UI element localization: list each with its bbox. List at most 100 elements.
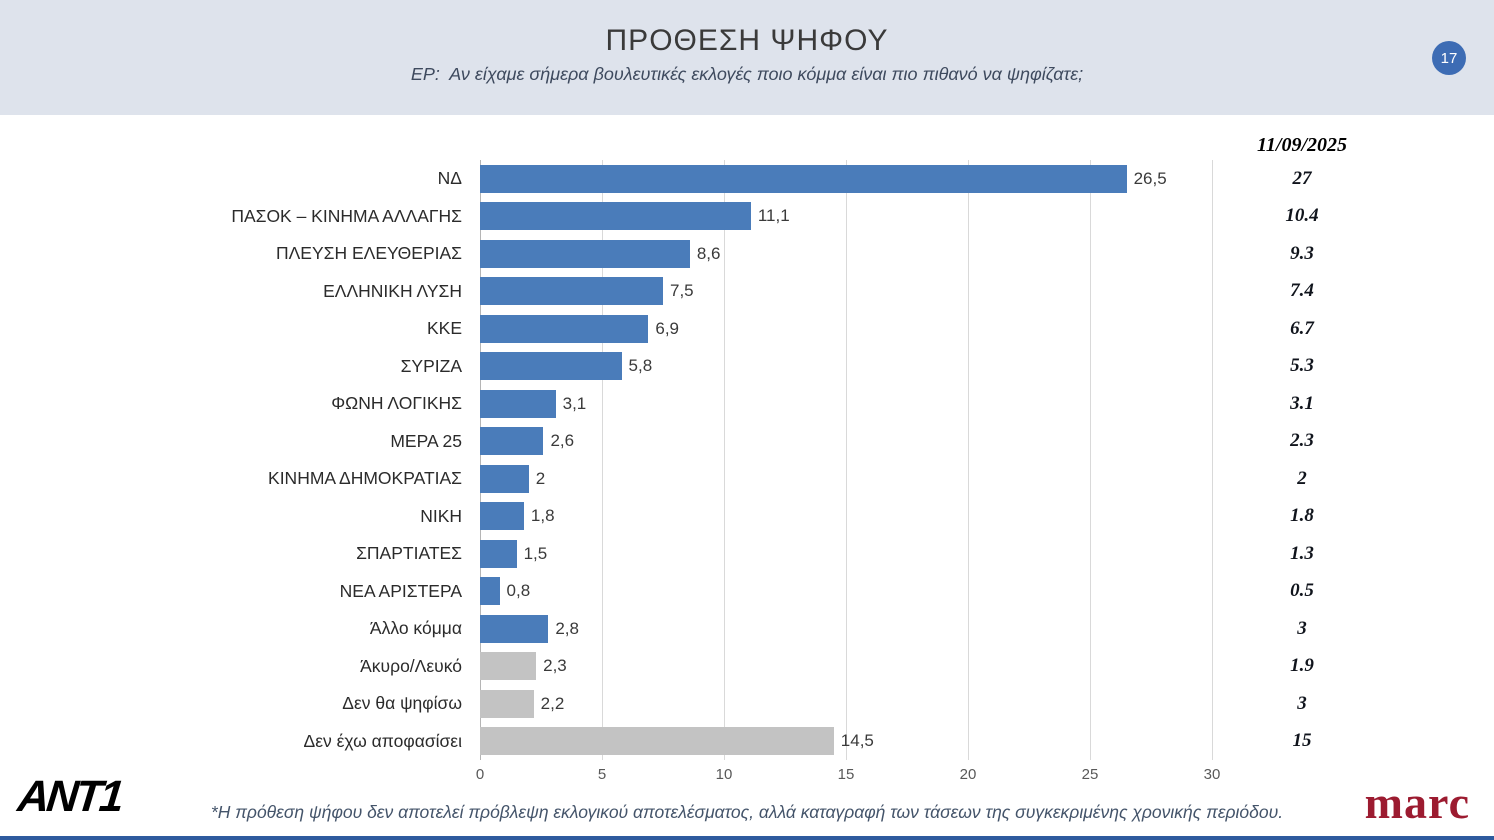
bar-track: 5,8 (480, 348, 1212, 386)
previous-value: 1.8 (1290, 505, 1314, 527)
bar-track: 1,8 (480, 498, 1212, 536)
previous-value: 2.3 (1290, 430, 1314, 452)
bar-track: 6,9 (480, 310, 1212, 348)
gridline (1212, 160, 1213, 760)
category-label: Δεν θα ψηφίσω (342, 693, 462, 714)
category-label: ΣΥΡΙΖΑ (400, 355, 462, 376)
x-tick-label: 20 (959, 766, 977, 783)
bar-track: 14,5 (480, 723, 1212, 761)
previous-value: 15 (1292, 730, 1312, 752)
bottom-accent-line (0, 836, 1494, 840)
previous-value: 1.9 (1290, 655, 1314, 677)
bar (480, 727, 834, 756)
chart-row: ΚΚΕ 6,9 6.7 (0, 310, 1494, 348)
previous-value: 10.4 (1285, 205, 1319, 227)
category-label: ΣΠΑΡΤΙΑΤΕΣ (356, 543, 462, 564)
chart-row: Δεν έχω αποφασίσει 14,5 15 (0, 723, 1494, 761)
bar-value-label: 1,8 (530, 506, 555, 526)
bar-track: 7,5 (480, 273, 1212, 311)
x-tick-label: 10 (715, 766, 733, 783)
bar-value-label: 2 (535, 468, 546, 488)
chart-row: ΜΕΡΑ 25 2,6 2.3 (0, 423, 1494, 461)
chart-row: ΝΕΑ ΑΡΙΣΤΕΡΑ 0,8 0.5 (0, 573, 1494, 611)
bar-value-label: 11,1 (757, 206, 790, 226)
bar-track: 26,5 (480, 160, 1212, 198)
chart-row: ΝΔ 26,5 27 (0, 160, 1494, 198)
chart-row: Δεν θα ψηφίσω 2,2 3 (0, 685, 1494, 723)
bar-track: 2,2 (480, 685, 1212, 723)
bar (480, 614, 549, 643)
gridline (480, 160, 481, 760)
bar (480, 202, 751, 231)
chart-row: ΚΙΝΗΜΑ ΔΗΜΟΚΡΑΤΙΑΣ 2 2 (0, 460, 1494, 498)
previous-value: 6.7 (1290, 317, 1314, 339)
bar (480, 314, 649, 343)
x-tick-label: 25 (1081, 766, 1099, 783)
gridline (968, 160, 969, 760)
category-label: ΝΙΚΗ (420, 505, 462, 526)
bar (480, 427, 544, 456)
chart-row: Άκυρο/Λευκό 2,3 1.9 (0, 648, 1494, 686)
bar-value-label: 8,6 (696, 243, 721, 263)
category-label: ΜΕΡΑ 25 (390, 430, 462, 451)
bar-track: 1,5 (480, 535, 1212, 573)
bar (480, 539, 517, 568)
bar-value-label: 5,8 (628, 356, 653, 376)
chart-row: ΠΑΣΟΚ – ΚΙΝΗΜΑ ΑΛΛΑΓΗΣ 11,1 10.4 (0, 198, 1494, 236)
category-label: ΚΙΝΗΜΑ ΔΗΜΟΚΡΑΤΙΑΣ (268, 468, 462, 489)
previous-value: 2 (1297, 467, 1307, 489)
bar-value-label: 26,5 (1133, 168, 1167, 188)
bar-track: 2,6 (480, 423, 1212, 461)
marc-logo: marc (1364, 777, 1470, 828)
chart-row: ΕΛΛΗΝΙΚΗ ΛΥΣΗ 7,5 7.4 (0, 273, 1494, 311)
chart-row: ΠΛΕΥΣΗ ΕΛΕΥΘΕΡΙΑΣ 8,6 9.3 (0, 235, 1494, 273)
header-band: ΠΡΟΘΕΣΗ ΨΗΦΟΥ ΕΡ: Αν είχαμε σήμερα βουλε… (0, 0, 1494, 115)
bar (480, 502, 524, 531)
bar-track: 0,8 (480, 573, 1212, 611)
previous-value: 3 (1297, 617, 1307, 639)
bar-value-label: 3,1 (562, 393, 587, 413)
x-tick-label: 15 (837, 766, 855, 783)
category-label: ΠΑΣΟΚ – ΚΙΝΗΜΑ ΑΛΛΑΓΗΣ (231, 205, 462, 226)
bar-value-label: 0,8 (506, 581, 531, 601)
gridline (724, 160, 725, 760)
bar-value-label: 2,8 (555, 618, 579, 638)
previous-value: 27 (1292, 167, 1312, 189)
bar-value-label: 14,5 (840, 731, 874, 751)
chart-row: ΣΠΑΡΤΙΑΤΕΣ 1,5 1.3 (0, 535, 1494, 573)
category-label: ΕΛΛΗΝΙΚΗ ΛΥΣΗ (323, 280, 462, 301)
vote-intention-chart: 11/09/2025 ΝΔ 26,5 27 ΠΑΣΟΚ – ΚΙΝΗΜΑ ΑΛΛΑΓΗ… (0, 130, 1494, 795)
bar (480, 239, 690, 268)
previous-poll-date: 11/09/2025 (1256, 134, 1347, 156)
previous-value: 9.3 (1290, 242, 1314, 264)
x-tick-label: 0 (475, 766, 485, 783)
previous-value: 5.3 (1290, 355, 1314, 377)
previous-value: 1.3 (1290, 542, 1314, 564)
previous-value: 7.4 (1290, 280, 1314, 302)
chart-gridlines (480, 160, 1213, 760)
footnote: *Η πρόθεση ψήφου δεν αποτελεί πρόβλεψη ε… (210, 802, 1284, 822)
bar-value-label: 1,5 (523, 543, 548, 563)
bar-track: 11,1 (480, 198, 1212, 236)
bar (480, 577, 500, 606)
previous-value: 0.5 (1290, 580, 1314, 602)
bar (480, 689, 534, 718)
bar (480, 352, 622, 381)
bar-value-label: 2,6 (550, 431, 575, 451)
chart-row: ΦΩΝΗ ΛΟΓΙΚΗΣ 3,1 3.1 (0, 385, 1494, 423)
page-title: ΠΡΟΘΕΣΗ ΨΗΦΟΥ (605, 24, 889, 57)
chart-row: Άλλο κόμμα 2,8 3 (0, 610, 1494, 648)
previous-value: 3.1 (1290, 392, 1314, 414)
bar-track: 2,8 (480, 610, 1212, 648)
bar-track: 2 (480, 460, 1212, 498)
bar (480, 164, 1127, 193)
bar-track: 8,6 (480, 235, 1212, 273)
category-label: Δεν έχω αποφασίσει (303, 730, 462, 751)
category-label: Άλλο κόμμα (369, 618, 462, 639)
bar (480, 389, 556, 418)
chart-rows: ΝΔ 26,5 27 ΠΑΣΟΚ – ΚΙΝΗΜΑ ΑΛΛΑΓΗΣ 11,1 10.4 ΠΛ… (0, 160, 1494, 760)
x-axis: 0 5 10 15 20 25 30 (476, 766, 1221, 788)
page-number-badge: 17 (1432, 41, 1466, 75)
chart-row: ΣΥΡΙΖΑ 5,8 5.3 (0, 348, 1494, 386)
bar (480, 652, 537, 681)
